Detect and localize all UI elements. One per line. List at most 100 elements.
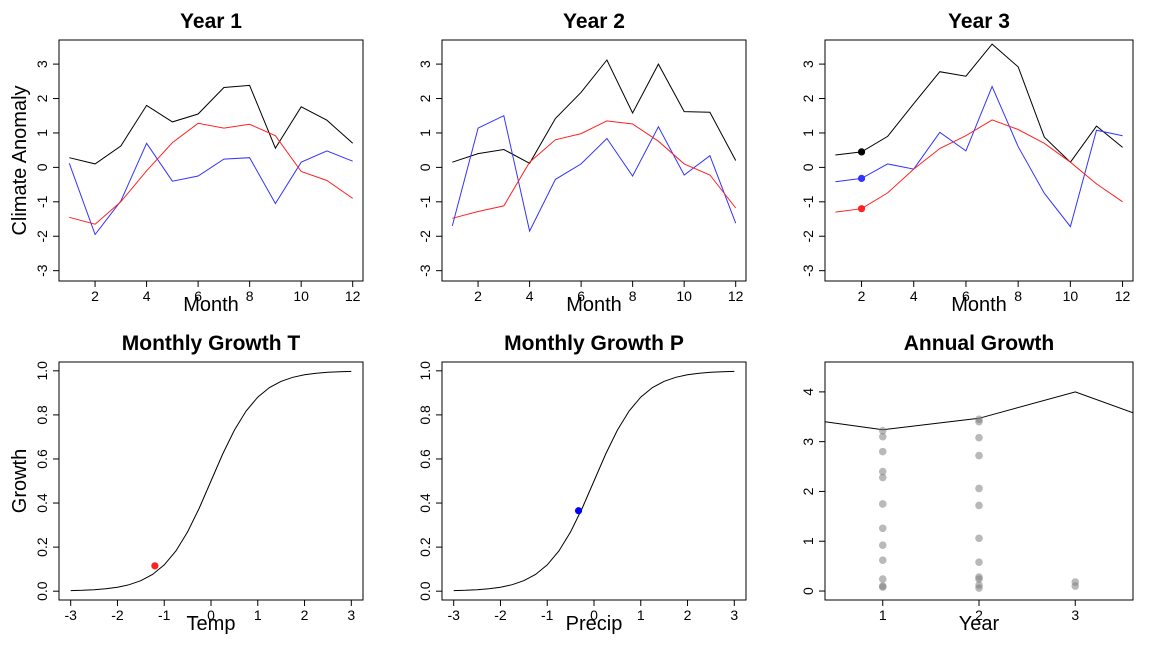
y-tick-label: 0.2 (417, 537, 433, 557)
x-tick-label: -1 (158, 607, 171, 623)
data-point (878, 467, 887, 476)
chart-title: Monthly Growth T (122, 332, 301, 355)
x-tick-label: 10 (1063, 288, 1079, 304)
y-tick-label: 0.8 (417, 405, 433, 425)
y-tick-label: 3 (34, 60, 50, 68)
data-point (878, 541, 887, 550)
data-point (878, 583, 887, 591)
y-tick-label: 3 (417, 60, 433, 68)
plot-frame (58, 39, 364, 282)
y-tick-label: -2 (34, 230, 50, 243)
x-tick-label: 10 (293, 288, 309, 304)
series-line-1 (452, 59, 737, 164)
plot-frame (441, 39, 747, 282)
y-tick-label: 2 (417, 94, 433, 102)
data-point (975, 575, 983, 583)
plot-frame (824, 39, 1134, 282)
x-tick-label: 1 (879, 607, 887, 623)
data-point (878, 432, 887, 441)
x-tick-label: 4 (143, 288, 151, 304)
y-tick-label: 0.4 (34, 493, 50, 513)
x-tick-label: 12 (345, 288, 361, 304)
data-point (857, 205, 866, 213)
x-axis-label: Month (566, 294, 622, 316)
y-tick-label: 1 (800, 129, 816, 137)
y-tick-label: -3 (417, 264, 433, 277)
y-tick-label: 0.6 (34, 449, 50, 469)
y-tick-label: 0 (34, 163, 50, 171)
data-point (574, 507, 583, 515)
x-axis-label: Month (183, 294, 239, 316)
y-tick-label: 2 (800, 94, 816, 102)
x-tick-label: 2 (91, 288, 99, 304)
x-tick-label: -3 (64, 607, 77, 623)
y-tick-label: 0 (417, 163, 433, 171)
x-tick-label: 1 (254, 607, 262, 623)
series-line-1 (70, 370, 352, 592)
data-point (857, 148, 866, 156)
x-tick-label: 2 (474, 288, 482, 304)
data-point (878, 524, 887, 533)
y-tick-label: -3 (800, 264, 816, 277)
x-tick-label: 12 (1115, 288, 1131, 304)
data-point (975, 451, 983, 460)
x-tick-label: 3 (1071, 607, 1079, 623)
x-tick-label: 3 (730, 607, 738, 623)
series-line-1 (69, 84, 354, 165)
series-line-3 (69, 122, 353, 225)
y-tick-label: 0.8 (34, 405, 50, 425)
data-point (975, 433, 983, 442)
data-point (857, 174, 866, 183)
x-tick-label: -3 (447, 607, 460, 623)
series-line-3 (452, 120, 737, 219)
y-tick-label: 0 (800, 163, 816, 171)
y-tick-label: 1 (34, 129, 50, 137)
x-tick-label: 0 (590, 607, 598, 623)
y-tick-label: 0.0 (34, 581, 50, 601)
y-axis-label: Growth (9, 449, 31, 513)
y-tick-label: 1.0 (417, 361, 433, 381)
x-tick-label: 1 (637, 607, 645, 623)
x-tick-label: 2 (975, 607, 983, 623)
data-point (975, 417, 983, 426)
x-tick-label: 12 (728, 288, 744, 304)
data-point (878, 473, 887, 482)
x-tick-label: 4 (526, 288, 534, 304)
x-tick-label: 6 (577, 288, 585, 304)
y-tick-label: 3 (800, 60, 816, 68)
x-tick-label: -1 (541, 607, 554, 623)
x-tick-label: 10 (676, 288, 692, 304)
data-point (878, 556, 887, 564)
x-tick-label: 8 (1014, 288, 1022, 304)
panel-5: Monthly Growth P Precip -3 -2 -1 0 1 2 3 0.0 0.2 0.… (417, 332, 747, 635)
chart-title: Monthly Growth P (504, 332, 684, 355)
x-tick-label: 2 (858, 288, 866, 304)
x-tick-label: 3 (347, 607, 355, 623)
data-point (151, 562, 159, 570)
series-line-1 (835, 43, 1123, 163)
y-tick-label: 2 (34, 94, 50, 102)
series-line-2 (68, 142, 353, 236)
data-point (975, 558, 983, 566)
x-tick-label: 0 (207, 607, 215, 623)
series-line-2 (835, 85, 1123, 228)
x-tick-label: 8 (629, 288, 637, 304)
x-tick-label: 6 (962, 288, 970, 304)
x-axis-label: Year (959, 613, 1000, 635)
y-tick-label: -2 (800, 230, 816, 243)
x-tick-label: 2 (301, 607, 309, 623)
data-point (1071, 582, 1080, 590)
x-tick-label: 4 (910, 288, 918, 304)
x-tick-label: -2 (111, 607, 124, 623)
y-tick-label: 0 (800, 587, 816, 595)
series-line-3 (835, 119, 1123, 213)
y-tick-label: 2 (800, 487, 816, 495)
panel-4: Monthly Growth T Temp Growth -3 -2 -1 0 1 2 3 0.0 0… (9, 332, 364, 635)
y-tick-label: 1.0 (34, 361, 50, 381)
panel-6: Annual Growth Year 1 2 3 0 1 2 3 4 (800, 332, 1134, 635)
y-tick-label: 0.2 (34, 537, 50, 557)
x-tick-label: 8 (246, 288, 254, 304)
